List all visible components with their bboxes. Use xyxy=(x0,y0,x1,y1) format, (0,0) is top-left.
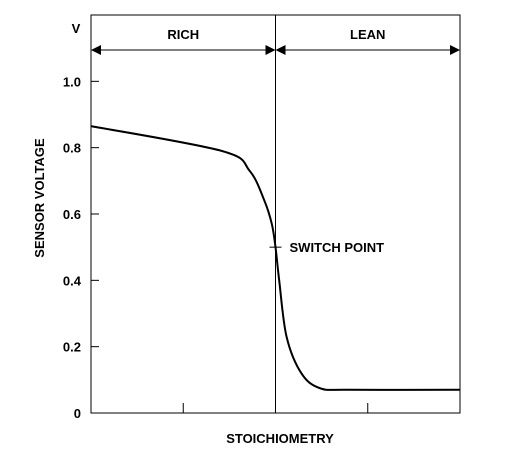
y-axis-ticks: 0 0.2 0.4 0.6 0.8 1.0 xyxy=(63,74,99,421)
rich-region-label: RICH xyxy=(167,27,199,42)
lean-region-label: LEAN xyxy=(350,27,385,42)
y-tick-label: 0.6 xyxy=(63,207,81,222)
y-tick-label: 0.8 xyxy=(63,141,81,156)
y-tick-label: 0.4 xyxy=(63,273,82,288)
switch-point-label: SWITCH POINT xyxy=(290,240,385,255)
y-tick-label: 1.0 xyxy=(63,74,81,89)
x-axis-label: STOICHIOMETRY xyxy=(226,431,334,446)
y-unit-label: V xyxy=(72,21,81,36)
y-axis-label: SENSOR VOLTAGE xyxy=(32,138,47,258)
y-tick-label: 0.2 xyxy=(63,340,81,355)
y-tick-label: 0 xyxy=(74,406,81,421)
voltage-curve xyxy=(90,125,461,391)
